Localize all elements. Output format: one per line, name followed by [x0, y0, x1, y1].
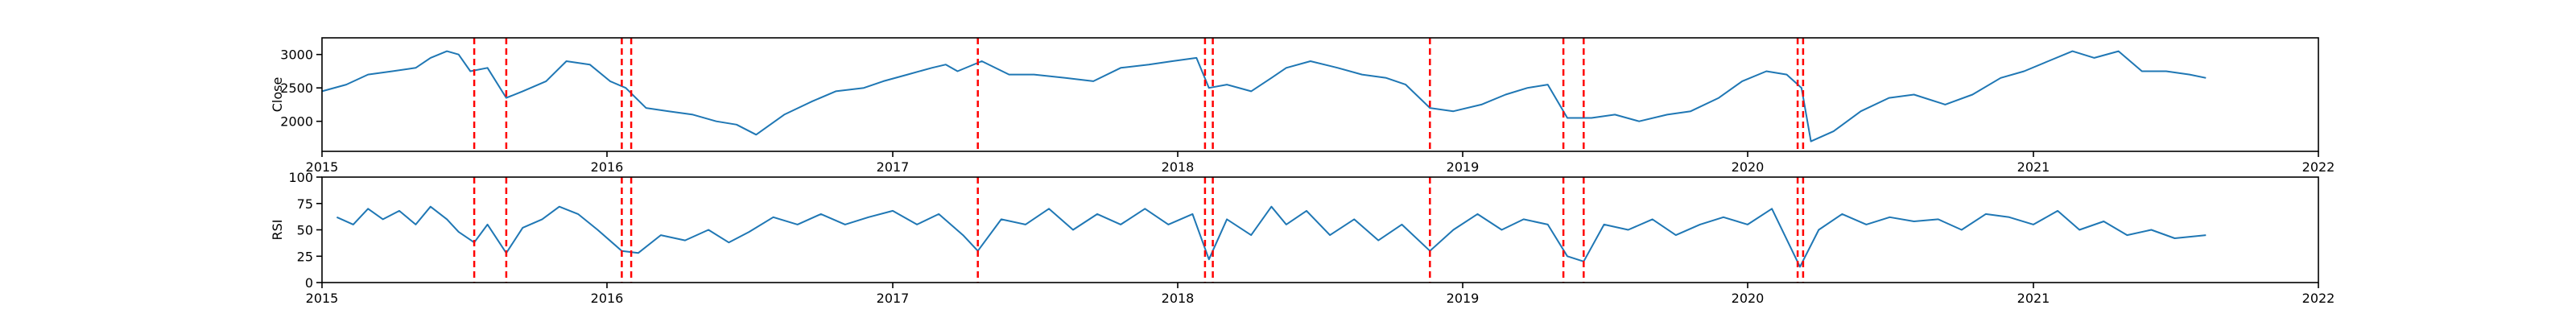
x-tick-label: 2018 — [1162, 159, 1195, 175]
y-tick-label: 100 — [288, 170, 313, 185]
y-tick-label: 75 — [297, 196, 313, 212]
y-tick-label: 0 — [305, 275, 313, 291]
x-tick-label: 2022 — [2302, 159, 2335, 175]
close-price-panel: 2000 2500 3000 2015 2016 2017 2018 2019 2020 2021… — [270, 37, 2335, 175]
y-axis-label: RSI — [270, 220, 285, 241]
y-tick-label: 3000 — [280, 47, 313, 63]
x-tick-label: 2016 — [591, 159, 624, 175]
x-tick-label: 2015 — [306, 159, 339, 175]
x-tick-label: 2016 — [591, 291, 624, 306]
x-tick-label: 2022 — [2302, 291, 2335, 306]
x-tick-label: 2020 — [1732, 291, 1765, 306]
y-tick-label: 50 — [297, 223, 313, 238]
x-tick-label: 2019 — [1447, 291, 1480, 306]
x-tick-label: 2021 — [2017, 291, 2050, 306]
x-tick-label: 2015 — [306, 291, 339, 306]
x-tick-label: 2020 — [1732, 159, 1765, 175]
y-axis-label: Close — [270, 77, 285, 113]
axes-frame — [321, 37, 2319, 152]
series-line-rsi — [336, 205, 2207, 268]
y-tick-label: 25 — [297, 249, 313, 264]
x-tick-label: 2021 — [2017, 159, 2050, 175]
rsi-panel: 0 25 50 75 100 2015 2016 2017 2018 2019 2020 2021 20… — [270, 170, 2334, 306]
x-tick-label: 2018 — [1162, 291, 1195, 306]
x-tick-label: 2019 — [1447, 159, 1480, 175]
y-tick-label: 2000 — [280, 114, 313, 130]
y-tick-label: 2500 — [280, 80, 313, 96]
series-line-close — [321, 50, 2207, 142]
x-tick-label: 2017 — [877, 291, 910, 306]
x-tick-label: 2017 — [877, 159, 910, 175]
